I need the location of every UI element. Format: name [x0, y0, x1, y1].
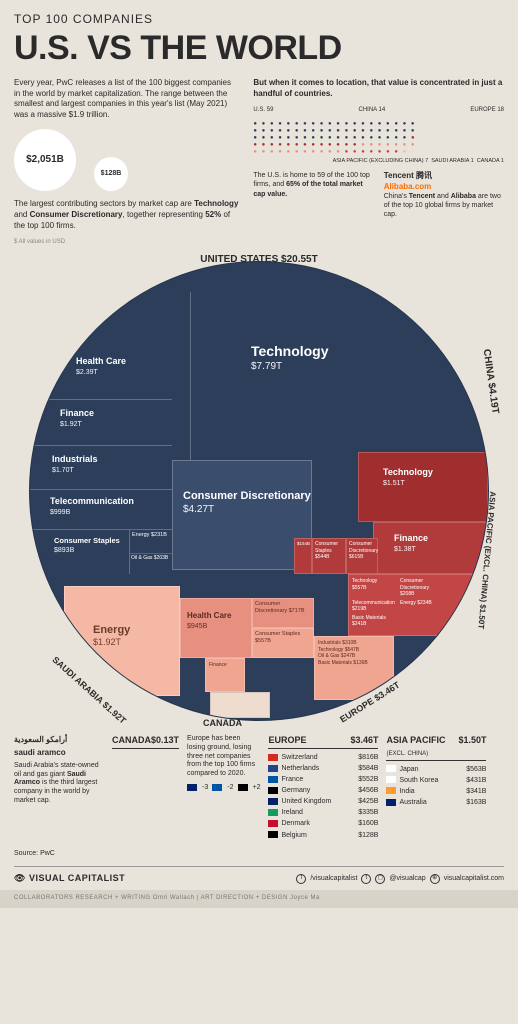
seg-us-cd: Consumer Discretionary $4.27T	[172, 460, 312, 570]
page-title: U.S. VS THE WORLD	[14, 26, 504, 70]
table-row: Germany$456B	[268, 785, 378, 796]
seg-eu-fin: Finance	[205, 658, 245, 692]
web-icon[interactable]: ⊕	[430, 874, 440, 884]
source: Source: PwC	[14, 849, 504, 858]
arc-ca: CANADA	[203, 718, 242, 730]
seg-cn-cs: Consumer Staples$544B	[312, 538, 346, 574]
europe-rows: Switzerland$816BNetherlands$584BFrance$5…	[268, 752, 378, 841]
intro-row: Every year, PwC releases a list of the 1…	[14, 78, 504, 247]
seg-us-ind: Industrials$1.70T	[30, 446, 172, 490]
dot-labels-top: U.S. 59 CHINA 14 EUROPE 18	[253, 107, 504, 115]
arc-china: CHINA $4.19T	[479, 348, 501, 414]
seg-us-hc: Health Care$2.39T	[30, 342, 172, 400]
seg-sa: Energy $1.92T	[64, 586, 180, 696]
seg-us-en: Energy $231B	[130, 530, 172, 554]
table-row: United Kingdom$425B	[268, 796, 378, 807]
header: TOP 100 COMPANIES U.S. VS THE WORLD	[14, 12, 504, 70]
col-saudi: أرامكو السعودية saudi aramco Saudi Arabi…	[14, 735, 104, 840]
table-row: Denmark$160B	[268, 818, 378, 829]
twitter-icon[interactable]: t	[361, 874, 371, 884]
infographic-root: TOP 100 COMPANIES U.S. VS THE WORLD Ever…	[0, 0, 518, 908]
table-row: Switzerland$816B	[268, 752, 378, 763]
net-change: -3 -2 +2	[187, 783, 260, 792]
asia-rows: Japan$563BSouth Korea$431BIndia$341BAust…	[386, 764, 486, 808]
col-eu-note: Europe has been losing ground, losing th…	[187, 735, 260, 840]
tencent-logo: Tencent 腾讯	[384, 171, 504, 181]
table-row: Netherlands$584B	[268, 763, 378, 774]
table-row: Belgium$128B	[268, 830, 378, 841]
sectors-paragraph: The largest contributing sectors by mark…	[14, 199, 239, 231]
table-row: Australia$163B	[386, 797, 486, 808]
chart-disc: Technology $7.79T Consumer Discretionary…	[29, 261, 489, 721]
us-fact: The U.S. is home to 59 of the 100 top fi…	[253, 171, 373, 219]
mid-facts: The U.S. is home to 59 of the 100 top fi…	[253, 171, 504, 219]
seg-cn-tech: Technology$1.51T	[358, 452, 488, 522]
seg-us-og: Oil & Gas $203B	[130, 554, 172, 574]
table-row: France$552B	[268, 774, 378, 785]
dot-grid: ● ● ● ● ● ● ● ● ● ● ● ● ● ● ● ● ● ● ● ●●…	[253, 121, 504, 156]
aramco-text: Saudi Arabia's state-owned oil and gas g…	[14, 762, 104, 806]
dot-labels-bottom: ASIA PACIFIC (EXCLUDING CHINA) 7 SAUDI A…	[253, 158, 504, 165]
vc-logo: 👁 VISUAL CAPITALIST	[14, 873, 125, 885]
seg-us-fin: Finance$1.92T	[30, 400, 172, 446]
col-canada: CANADA$0.13T	[112, 735, 179, 840]
seg-eu-rest: Industrials $310B Technology $547B Oil &…	[314, 636, 394, 700]
largest-bubble: $2,051B	[14, 129, 76, 191]
smallest-bubble: $128B	[94, 157, 128, 191]
china-fact: Tencent 腾讯 Alibaba.com China's Tencent a…	[384, 171, 504, 219]
bottom-tables: أرامكو السعودية saudi aramco Saudi Arabi…	[14, 735, 504, 840]
table-row: Ireland$335B	[268, 807, 378, 818]
alibaba-logo: Alibaba.com	[384, 182, 504, 192]
location-lead: But when it comes to location, that valu…	[253, 78, 504, 100]
facebook-icon[interactable]: f	[296, 874, 306, 884]
footer: 👁 VISUAL CAPITALIST f/visualcapitalist t…	[14, 866, 504, 885]
table-row: India$341B	[386, 786, 486, 797]
seg-us-tel: Telecommunication$999B	[30, 490, 172, 530]
seg-ca	[210, 692, 270, 718]
table-row: South Korea$431B	[386, 775, 486, 786]
seg-cn-fin: Finance$1.38T	[373, 522, 488, 574]
table-row: Japan$563B	[386, 764, 486, 775]
seg-asia: Technology$557B Consumer Discretionary $…	[348, 574, 488, 636]
seg-eu-cs: Consumer Staples $557B	[252, 628, 314, 658]
instagram-icon[interactable]: ◻	[375, 874, 385, 884]
aramco-logo: saudi aramco	[14, 748, 104, 758]
seg-cn-cd: Consumer Discretionary$615B	[346, 538, 378, 574]
col-europe: EUROPE$3.46T Switzerland$816BNetherlands…	[268, 735, 378, 840]
intro-paragraph: Every year, PwC releases a list of the 1…	[14, 78, 239, 121]
seg-cn-tel: $154B	[294, 538, 312, 574]
europe-note: Europe has been losing ground, losing th…	[187, 735, 260, 779]
seg-eu-hc: Health Care$945B	[180, 598, 252, 658]
social-links: f/visualcapitalist t ◻@visualcap ⊕visual…	[296, 874, 504, 884]
circle-chart: UNITED STATES $20.55T CHINA $4.19T ASIA …	[23, 255, 495, 727]
seg-eu-cd: Consumer Discretionary $717B	[252, 598, 314, 628]
usd-note: $ All values in USD	[14, 239, 239, 247]
col-asia: ASIA PACIFIC(EXCL. CHINA)$1.50T Japan$56…	[386, 735, 486, 840]
collaborators: COLLABORATORS RESEARCH + WRITING Omri Wa…	[0, 890, 518, 908]
seg-us-tech: Technology $7.79T	[190, 292, 478, 462]
seg-us-cs: Consumer Staples$893B	[30, 530, 130, 574]
range-bubbles: $2,051B $128B	[14, 129, 239, 191]
